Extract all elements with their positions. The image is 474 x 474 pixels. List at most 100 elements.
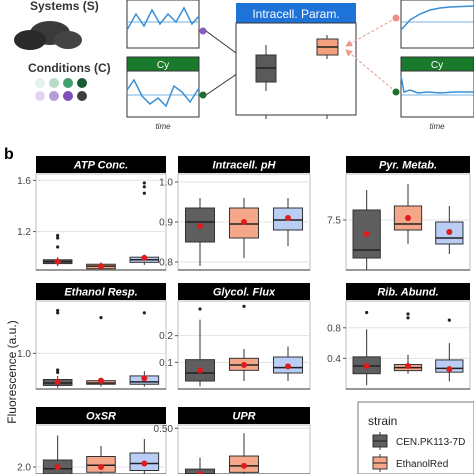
time-plot-left — [126, 0, 200, 49]
time-plot-right-cy: Cy time — [400, 56, 474, 131]
facet-strip — [346, 156, 470, 173]
y-tick-label: 1.0 — [17, 349, 31, 360]
outlier-point — [99, 316, 103, 320]
box-2 — [435, 206, 464, 254]
y-tick-label: 0.50 — [154, 424, 174, 435]
box-0 — [184, 457, 216, 474]
arrow-pink-bottom — [345, 49, 397, 93]
mean-point — [54, 378, 61, 385]
y-tick-label: 1.0 — [159, 178, 173, 189]
green-condition-dot — [199, 91, 207, 99]
outlier-point — [56, 368, 60, 372]
condition-dot — [35, 78, 45, 88]
arrow-pink-top — [345, 17, 397, 47]
box-1 — [86, 316, 116, 387]
y-tick-label: 1.6 — [17, 176, 31, 187]
box-0 — [184, 198, 216, 266]
center-box-plot: Intracell. Param. — [235, 3, 357, 119]
facet-title: UPR — [232, 411, 255, 423]
facet-upr: UPR 0.50 — [154, 407, 311, 474]
facet-atp-conc: ATP Conc. 1.2 1.6 — [17, 156, 167, 271]
condition-dot — [77, 78, 87, 88]
mean-point — [241, 462, 247, 469]
box-0 — [42, 308, 73, 388]
outlier-point — [56, 311, 60, 315]
box-0 — [352, 190, 381, 270]
y-tick-label: 0.2 — [159, 331, 173, 342]
outlier-point — [56, 308, 60, 313]
mean-point — [446, 366, 453, 373]
green-dot-right — [392, 88, 400, 96]
mean-point — [241, 219, 247, 225]
facet-oxsr: OxSR 2.0 — [17, 407, 167, 474]
box-2 — [129, 181, 160, 265]
box-0 — [352, 310, 381, 386]
condition-dot — [49, 78, 59, 88]
facet-title: Ethanol Resp. — [64, 287, 137, 299]
legend-entry-cenpk: CEN.PK113-7D — [372, 432, 465, 450]
mean-point — [141, 460, 148, 467]
panel-b-label: b — [4, 146, 14, 163]
box-0 — [42, 435, 73, 474]
box-2 — [129, 311, 160, 387]
mean-point — [98, 263, 104, 270]
y-tick-label: 0.4 — [327, 354, 341, 365]
outlier-point — [242, 304, 246, 308]
legend-label-ethanolred: EthanolRed — [396, 459, 448, 470]
mean-point — [446, 229, 453, 235]
mean-point — [141, 254, 148, 261]
facet-strip — [178, 156, 310, 173]
center-title: Intracell. Param. — [252, 7, 339, 21]
mean-point — [405, 363, 411, 370]
mean-point — [98, 464, 104, 470]
legend-label-cenpk: CEN.PK113-7D — [396, 437, 465, 448]
systems-label: Systems (S) — [30, 0, 99, 13]
facet-strip — [178, 283, 310, 300]
time-plot-right — [400, 0, 474, 49]
mean-point — [141, 375, 148, 382]
facet-ethanol-resp: Ethanol Resp. 1.0 — [17, 283, 167, 390]
mean-point — [405, 215, 411, 221]
mean-point — [285, 363, 291, 370]
box-2 — [435, 318, 464, 382]
left-x-label: time — [155, 122, 171, 131]
facet-strip — [36, 156, 166, 173]
facet-title: Intracell. pH — [213, 160, 277, 172]
outlier-point — [142, 185, 146, 189]
box-1 — [393, 312, 423, 374]
y-tick-label: 0.9 — [159, 218, 173, 229]
outlier-point — [56, 245, 60, 249]
y-tick-label: 0.8 — [159, 258, 173, 269]
condition-dot — [77, 91, 87, 101]
box-body — [435, 359, 464, 373]
outlier-point — [365, 310, 369, 315]
box-0 — [184, 307, 216, 387]
mean-point — [241, 362, 247, 368]
left-plot-title: Cy — [157, 60, 169, 71]
facet-title: Rib. Abund. — [377, 287, 438, 299]
facet-title: OxSR — [86, 411, 116, 423]
box-2 — [272, 198, 304, 246]
condition-dot — [35, 91, 45, 101]
box-1 — [393, 184, 423, 244]
legend-title: strain — [368, 414, 397, 428]
outlier-point — [198, 307, 202, 311]
box-2 — [129, 439, 160, 474]
box-2 — [272, 346, 304, 381]
facet-glycol-flux: Glycol. Flux 0.1 0.2 — [159, 283, 311, 390]
time-plot-left-cy: Cy time — [126, 56, 200, 131]
y-tick-label: 2.0 — [17, 463, 31, 474]
y-tick-label: 1.2 — [17, 227, 31, 238]
plot-area — [35, 173, 167, 271]
facet-intracell-ph: Intracell. pH 0.8 0.9 1.0 — [159, 156, 311, 271]
mean-point — [197, 367, 203, 374]
facet-rib-abund: Rib. Abund. 0.4 0.8 — [327, 283, 471, 390]
facet-strip — [36, 407, 166, 424]
outlier-point — [56, 370, 60, 374]
mean-point — [285, 215, 291, 221]
outlier-point — [142, 311, 146, 315]
outlier-point — [56, 233, 60, 238]
conditions-label: Conditions (C) — [28, 61, 111, 75]
facet-strip — [178, 407, 310, 424]
